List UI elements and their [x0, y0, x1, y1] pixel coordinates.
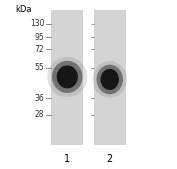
- Text: 2: 2: [107, 154, 113, 164]
- Text: 95: 95: [35, 33, 44, 42]
- Text: 72: 72: [35, 44, 44, 54]
- Text: kDa: kDa: [15, 5, 31, 14]
- Text: 55: 55: [35, 63, 44, 72]
- Bar: [94, 10, 126, 145]
- Ellipse shape: [101, 69, 119, 90]
- Text: 36: 36: [35, 93, 44, 103]
- Text: 130: 130: [30, 19, 44, 28]
- Ellipse shape: [52, 61, 82, 93]
- Ellipse shape: [96, 65, 123, 94]
- Ellipse shape: [57, 65, 78, 88]
- Text: 1: 1: [64, 154, 70, 164]
- Bar: [51, 10, 83, 145]
- Text: 28: 28: [35, 110, 44, 119]
- Ellipse shape: [92, 61, 127, 98]
- Ellipse shape: [47, 57, 87, 97]
